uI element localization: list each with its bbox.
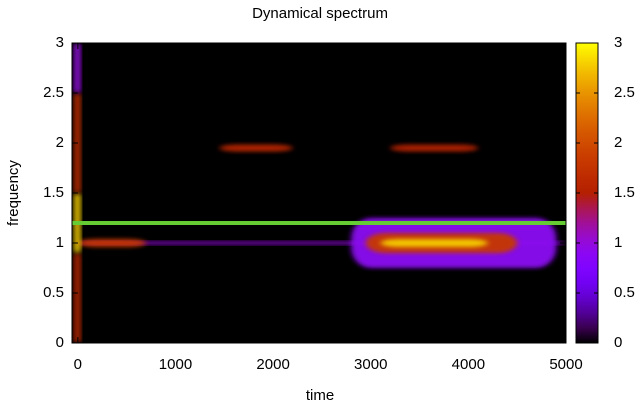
colorbar-tick-label: 2.5 bbox=[614, 84, 635, 101]
heat-region bbox=[390, 144, 479, 152]
colorbar-tick-label: 2 bbox=[614, 134, 622, 151]
y-tick-label: 3 bbox=[56, 34, 64, 51]
heat-region bbox=[77, 239, 147, 247]
colorbar-tick-label: 1.5 bbox=[614, 184, 635, 201]
colorbar-tick-label: 3 bbox=[614, 34, 622, 51]
x-tick-label: 0 bbox=[74, 356, 82, 373]
y-tick-label: 1.5 bbox=[43, 184, 64, 201]
x-tick-label: 2000 bbox=[256, 356, 289, 373]
heat-region bbox=[73, 43, 81, 93]
x-tick-label: 5000 bbox=[549, 356, 582, 373]
x-axis-label: time bbox=[306, 387, 334, 404]
colorbar-tick-label: 0 bbox=[614, 334, 622, 351]
plot-background bbox=[72, 43, 566, 343]
colorbar-tick-label: 0.5 bbox=[614, 284, 635, 301]
x-tick-label: 4000 bbox=[452, 356, 485, 373]
y-tick-label: 1 bbox=[56, 234, 64, 251]
chart-title: Dynamical spectrum bbox=[252, 5, 388, 22]
x-tick-label: 1000 bbox=[159, 356, 192, 373]
heat-region bbox=[73, 253, 81, 343]
y-tick-label: 0.5 bbox=[43, 284, 64, 301]
heat-region bbox=[380, 239, 488, 247]
y-tick-label: 2.5 bbox=[43, 84, 64, 101]
heat-region bbox=[219, 144, 293, 152]
colorbar-tick-label: 1 bbox=[614, 234, 622, 251]
y-tick-label: 0 bbox=[56, 334, 64, 351]
y-axis-label: frequency bbox=[5, 160, 22, 226]
y-tick-label: 2 bbox=[56, 134, 64, 151]
x-tick-label: 3000 bbox=[354, 356, 387, 373]
